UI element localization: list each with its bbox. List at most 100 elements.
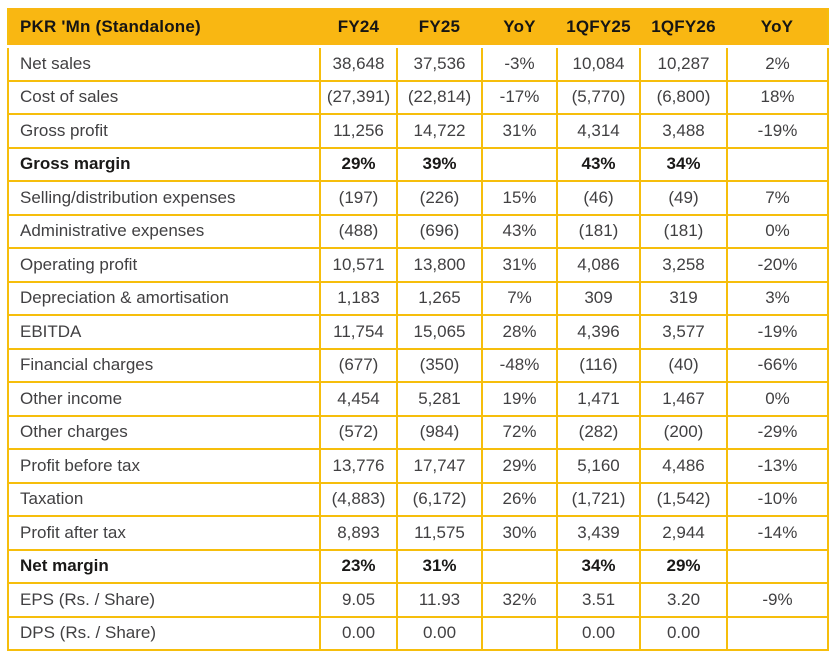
cell-value: 30% (481, 515, 558, 551)
table-row: Gross margin 29% 39% 43% 34% (7, 146, 829, 182)
cell-value: 4,486 (639, 448, 728, 484)
cell-value: 28% (481, 314, 558, 350)
cell-value: 2% (726, 45, 829, 82)
cell-value (726, 146, 829, 182)
cell-value: (6,800) (639, 79, 728, 115)
cell-value (481, 146, 558, 182)
table-row: Cost of sales (27,391) (22,814) -17% (5,770)… (7, 79, 829, 115)
cell-value: (181) (556, 213, 641, 249)
table-row: Other charges (572) (984) 72% (282) (200) -29% (7, 414, 829, 450)
cell-value: 3.20 (639, 582, 728, 618)
cell-value: (6,172) (396, 481, 483, 517)
table-row: Taxation (4,883) (6,172) 26% (1,721) (1,542) -… (7, 481, 829, 517)
cell-value: -66% (726, 347, 829, 383)
cell-value: 8,893 (319, 515, 398, 551)
cell-value: (226) (396, 180, 483, 216)
cell-value: 11,256 (319, 113, 398, 149)
cell-value: 3,439 (556, 515, 641, 551)
column-header: YoY (727, 8, 828, 48)
table-row: Net margin 23% 31% 34% 29% (7, 548, 829, 584)
financials-table: PKR 'Mn (Standalone) FY24 FY25 YoY 1QFY25 1QF… (7, 8, 829, 651)
cell-value: 15% (481, 180, 558, 216)
cell-value: -19% (726, 314, 829, 350)
cell-value: 1,467 (639, 381, 728, 417)
row-label: Operating profit (7, 247, 321, 283)
table-row: Financial charges (677) (350) -48% (116) (40)… (7, 347, 829, 383)
cell-value: 39% (396, 146, 483, 182)
column-header: YoY (482, 8, 557, 48)
cell-value: 38,648 (319, 45, 398, 82)
cell-value: 17,747 (396, 448, 483, 484)
cell-value: (282) (556, 414, 641, 450)
cell-value: (200) (639, 414, 728, 450)
cell-value: 31% (396, 548, 483, 584)
row-label: Cost of sales (7, 79, 321, 115)
cell-value: 5,281 (396, 381, 483, 417)
cell-value: 11.93 (396, 582, 483, 618)
row-label: Other income (7, 381, 321, 417)
cell-value: 18% (726, 79, 829, 115)
cell-value: 7% (726, 180, 829, 216)
column-header: 1QFY26 (640, 8, 727, 48)
cell-value (481, 615, 558, 651)
cell-value: 34% (639, 146, 728, 182)
table-row: Profit before tax 13,776 17,747 29% 5,160 4,4… (7, 448, 829, 484)
cell-value: 3,258 (639, 247, 728, 283)
row-label: Gross profit (7, 113, 321, 149)
cell-value: 72% (481, 414, 558, 450)
cell-value: 23% (319, 548, 398, 584)
cell-value: (22,814) (396, 79, 483, 115)
cell-value: (1,542) (639, 481, 728, 517)
cell-value: -20% (726, 247, 829, 283)
cell-value (726, 615, 829, 651)
table-row: Operating profit 10,571 13,800 31% 4,086 3,25… (7, 247, 829, 283)
cell-value: 3,577 (639, 314, 728, 350)
cell-value: -17% (481, 79, 558, 115)
cell-value: (27,391) (319, 79, 398, 115)
row-label: Administrative expenses (7, 213, 321, 249)
cell-value: 0.00 (639, 615, 728, 651)
cell-value: 31% (481, 247, 558, 283)
row-label: DPS (Rs. / Share) (7, 615, 321, 651)
table-row: EBITDA 11,754 15,065 28% 4,396 3,577 -19% (7, 314, 829, 350)
column-header: 1QFY25 (557, 8, 640, 48)
cell-value: 34% (556, 548, 641, 584)
row-label: Net margin (7, 548, 321, 584)
cell-value: -19% (726, 113, 829, 149)
cell-value: 11,575 (396, 515, 483, 551)
row-label: Profit after tax (7, 515, 321, 551)
cell-value: (181) (639, 213, 728, 249)
cell-value: (572) (319, 414, 398, 450)
table-row: DPS (Rs. / Share) 0.00 0.00 0.00 0.00 (7, 615, 829, 651)
cell-value: 43% (481, 213, 558, 249)
cell-value: 0% (726, 381, 829, 417)
cell-value: 3% (726, 280, 829, 316)
cell-value: 4,086 (556, 247, 641, 283)
row-label: Other charges (7, 414, 321, 450)
cell-value: 15,065 (396, 314, 483, 350)
cell-value: 3,488 (639, 113, 728, 149)
cell-value: (350) (396, 347, 483, 383)
cell-value: (696) (396, 213, 483, 249)
cell-value: 7% (481, 280, 558, 316)
table-header: PKR 'Mn (Standalone) FY24 FY25 YoY 1QFY25 1QF… (8, 8, 828, 48)
cell-value: 4,396 (556, 314, 641, 350)
cell-value: (40) (639, 347, 728, 383)
cell-value: 10,287 (639, 45, 728, 82)
row-label: Gross margin (7, 146, 321, 182)
cell-value: 43% (556, 146, 641, 182)
cell-value: (116) (556, 347, 641, 383)
table-row: Administrative expenses (488) (696) 43% (181… (7, 213, 829, 249)
cell-value: (4,883) (319, 481, 398, 517)
cell-value: -9% (726, 582, 829, 618)
row-label: Profit before tax (7, 448, 321, 484)
cell-value: 29% (319, 146, 398, 182)
cell-value: 0% (726, 213, 829, 249)
cell-value (481, 548, 558, 584)
table-row: EPS (Rs. / Share) 9.05 11.93 32% 3.51 3.20 -9% (7, 582, 829, 618)
cell-value: 29% (639, 548, 728, 584)
row-label: Net sales (7, 45, 321, 82)
cell-value: 309 (556, 280, 641, 316)
cell-value: 5,160 (556, 448, 641, 484)
cell-value: 1,265 (396, 280, 483, 316)
